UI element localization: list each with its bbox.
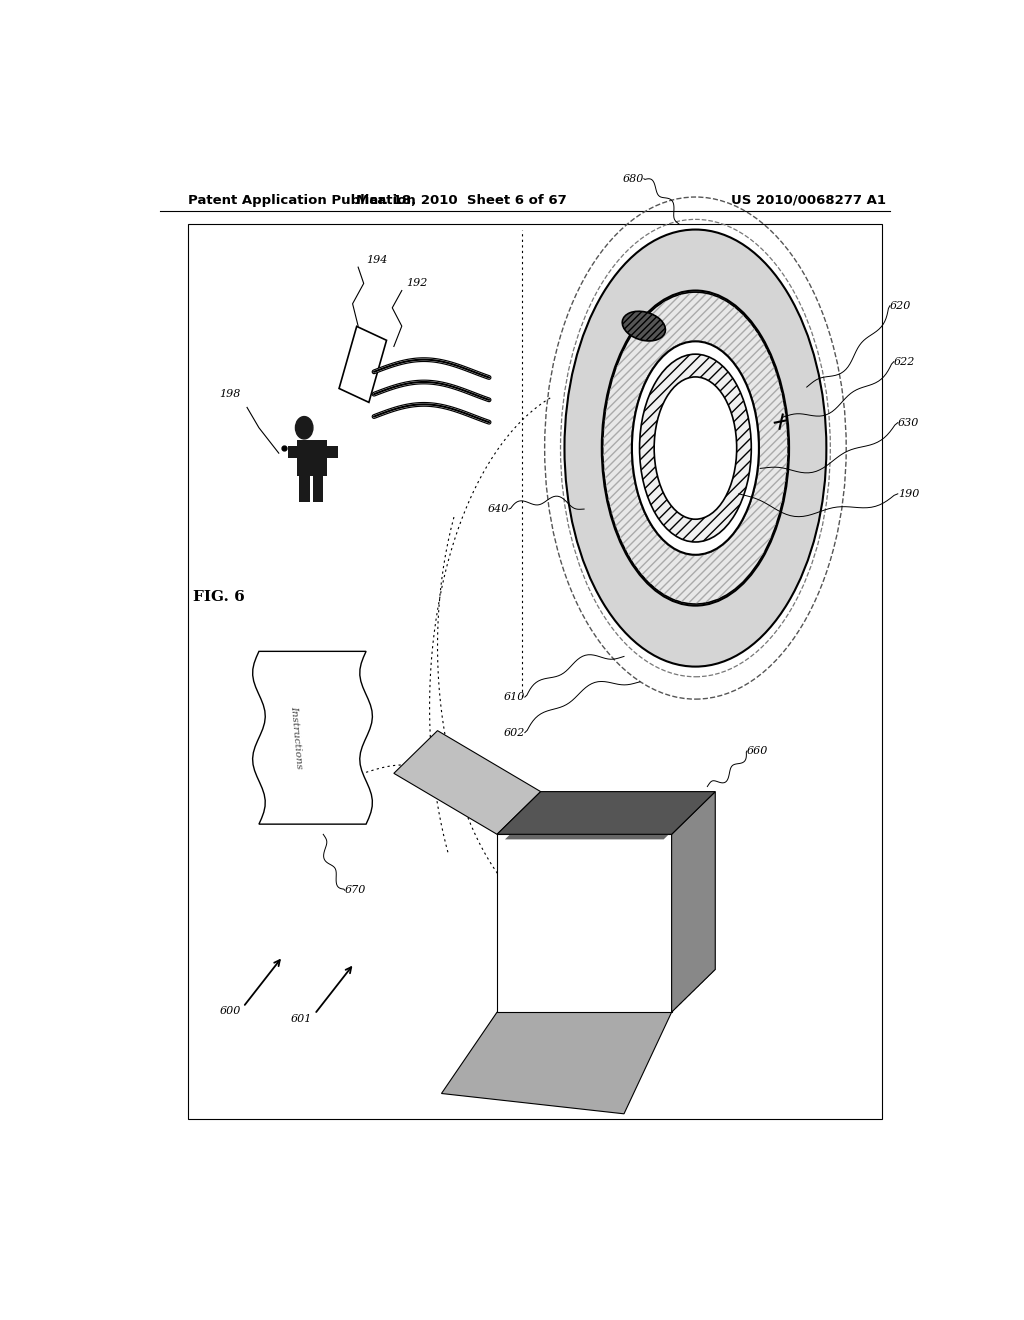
Text: FIG. 6: FIG. 6 [194, 590, 245, 603]
Ellipse shape [654, 378, 736, 519]
Text: Instructions: Instructions [289, 706, 304, 770]
Polygon shape [497, 834, 672, 1012]
Text: 600: 600 [219, 1006, 241, 1016]
Text: 194: 194 [367, 255, 387, 265]
Text: US 2010/0068277 A1: US 2010/0068277 A1 [731, 194, 886, 207]
Text: 630: 630 [898, 417, 920, 428]
Ellipse shape [632, 341, 760, 556]
Bar [289, 446, 338, 458]
Bar [299, 474, 309, 502]
Ellipse shape [564, 230, 826, 667]
Polygon shape [394, 731, 541, 834]
Polygon shape [253, 651, 373, 824]
Ellipse shape [602, 290, 790, 606]
Text: 640: 640 [487, 504, 509, 513]
Ellipse shape [640, 354, 752, 543]
Text: 610: 610 [504, 692, 524, 702]
Text: 198: 198 [219, 389, 241, 399]
Text: 192: 192 [406, 279, 427, 289]
Bar [339, 326, 386, 403]
Polygon shape [497, 792, 716, 834]
Text: 670: 670 [345, 886, 366, 895]
Text: Mar. 18, 2010  Sheet 6 of 67: Mar. 18, 2010 Sheet 6 of 67 [356, 194, 566, 207]
Ellipse shape [632, 342, 759, 554]
Polygon shape [672, 792, 716, 1012]
Ellipse shape [603, 292, 788, 605]
Text: 660: 660 [748, 746, 768, 756]
Text: 680: 680 [623, 174, 644, 183]
Circle shape [296, 417, 313, 440]
Bar [187, 224, 882, 1119]
Polygon shape [505, 797, 708, 840]
Text: 622: 622 [894, 356, 915, 367]
Polygon shape [441, 1012, 672, 1114]
Bar [313, 474, 324, 502]
Text: 190: 190 [898, 488, 920, 499]
Text: 620: 620 [890, 301, 911, 310]
Text: Patent Application Publication: Patent Application Publication [187, 194, 416, 207]
Text: 601: 601 [291, 1014, 312, 1024]
Bar [297, 440, 328, 475]
Ellipse shape [623, 312, 666, 341]
Text: 602: 602 [504, 727, 524, 738]
